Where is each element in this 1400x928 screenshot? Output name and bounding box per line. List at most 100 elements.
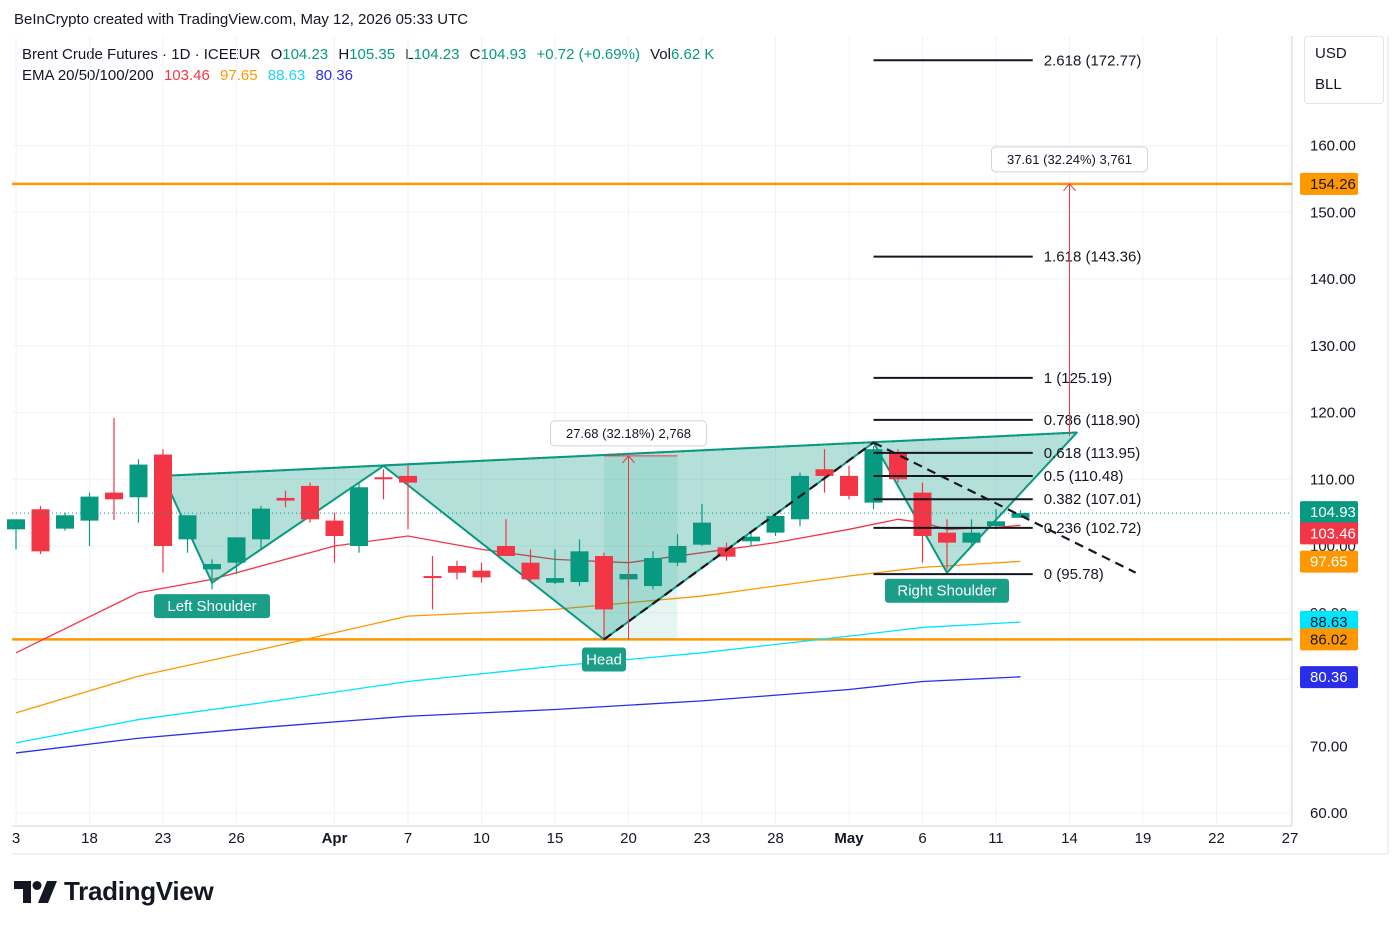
x-tick-label: 18	[81, 830, 98, 847]
close-value: 104.93	[480, 46, 527, 63]
symbol-title[interactable]: Brent Crude Futures · 1D · ICEEUR	[22, 46, 261, 63]
price-tag-label: 88.63	[1310, 614, 1348, 631]
candle-body	[80, 496, 99, 521]
unit-label[interactable]: BLL	[1315, 76, 1342, 93]
candle-body	[350, 487, 368, 546]
candle-body	[570, 551, 589, 583]
candle-body	[521, 562, 540, 580]
ema100-value: 88.63	[267, 67, 306, 84]
candle-body	[693, 522, 711, 545]
measure-arrow-head	[1063, 183, 1076, 192]
price-tag-label: 80.36	[1310, 669, 1348, 686]
price-tag-label: 97.65	[1310, 554, 1348, 571]
x-tick-label: 3	[12, 830, 20, 847]
price-tag	[1300, 550, 1358, 573]
currency-unit-selector[interactable]: USD BLL	[1304, 36, 1384, 104]
candle-body	[252, 508, 270, 540]
pattern-label: Left Shoulder	[167, 598, 256, 615]
x-tick-label: May	[834, 830, 864, 847]
pattern-label-box	[582, 647, 626, 672]
candle-body	[448, 566, 466, 573]
candle-body	[913, 492, 932, 536]
x-tick-label: 11	[988, 830, 1004, 847]
candle-body	[178, 515, 197, 540]
x-tick-label: 7	[404, 830, 412, 847]
x-tick-label: 6	[918, 830, 926, 847]
candle-body	[203, 564, 221, 570]
candle-body	[546, 578, 564, 583]
x-tick-label: 27	[1282, 830, 1299, 847]
candle-body	[399, 475, 417, 483]
fib-level-label: 1 (125.19)	[1044, 370, 1112, 387]
pattern-label-box	[885, 578, 1009, 603]
candle-body	[374, 477, 393, 480]
currency-label[interactable]: USD	[1315, 45, 1347, 62]
fib-level-label: 1.618 (143.36)	[1044, 249, 1142, 266]
chart-legend: Brent Crude Futures · 1D · ICEEUR O104.2…	[22, 44, 714, 86]
candle-body	[815, 469, 834, 476]
x-tick-label: 28	[767, 830, 784, 847]
change-value: +0.72 (+0.69%)	[536, 46, 640, 63]
fib-level-label: 2.618 (172.77)	[1044, 52, 1142, 69]
fib-level-label: 0.618 (113.95)	[1044, 445, 1140, 462]
ema-label[interactable]: EMA 20/50/100/200	[22, 67, 154, 84]
x-tick-label: 15	[547, 830, 564, 847]
candle-body	[423, 576, 442, 579]
candle-body	[31, 509, 50, 552]
candle-body	[227, 537, 246, 563]
y-tick-label: 70.00	[1310, 738, 1348, 755]
fib-level-label: 0.382 (107.01)	[1044, 491, 1142, 508]
candle-body	[791, 475, 809, 520]
candle-body	[325, 520, 344, 536]
low-value: 104.23	[413, 46, 460, 63]
x-tick-label: 19	[1135, 830, 1152, 847]
y-tick-label: 140.00	[1310, 271, 1356, 288]
high-label: H	[338, 46, 350, 63]
open-label: O	[270, 46, 283, 63]
y-tick-label: 120.00	[1310, 405, 1356, 422]
ema-line	[15, 676, 1021, 754]
dashed-trend-line	[603, 441, 875, 641]
price-tag-label: 86.02	[1310, 631, 1348, 648]
candle-body	[644, 558, 662, 587]
x-tick-label: 23	[694, 830, 711, 847]
open-value: 104.23	[282, 46, 329, 63]
price-tag	[1300, 172, 1358, 195]
x-tick-label: 22	[1208, 830, 1225, 847]
candle-body	[889, 452, 907, 480]
ema-line	[15, 560, 1021, 714]
x-tick-label: Apr	[322, 830, 348, 847]
price-tag	[1300, 628, 1358, 651]
tradingview-brand: TradingView	[14, 876, 214, 907]
ema20-value: 103.46	[163, 67, 210, 84]
candle-body	[595, 556, 613, 610]
price-tag	[1300, 610, 1358, 633]
price-chart[interactable]: 60.0070.0080.0090.00100.00110.00120.0013…	[0, 0, 1400, 870]
y-tick-label: 110.00	[1310, 471, 1355, 488]
candle-body	[7, 519, 25, 530]
y-tick-label: 60.00	[1310, 805, 1348, 822]
candle-body	[301, 485, 319, 520]
fib-level-label: 0.5 (110.48)	[1044, 468, 1124, 485]
candles	[7, 417, 1030, 640]
tradingview-logo-icon	[14, 880, 57, 903]
candle-body	[987, 521, 1005, 526]
volume-label: Vol	[650, 46, 671, 63]
pattern-label: Right Shoulder	[897, 583, 996, 600]
ohlc-row: Brent Crude Futures · 1D · ICEEUR O104.2…	[22, 44, 714, 65]
candle-body	[766, 515, 785, 533]
x-tick-label: 26	[228, 830, 245, 847]
measure-label: 37.61 (32.24%) 3,761	[1007, 152, 1132, 167]
y-tick-label: 150.00	[1310, 204, 1356, 221]
candle-body	[472, 570, 491, 578]
candle-body	[56, 515, 74, 529]
chart-credit: BeInCrypto created with TradingView.com,…	[14, 11, 469, 28]
candle-body	[497, 546, 515, 557]
price-tag	[1300, 666, 1358, 689]
volume-value: 6.62 K	[670, 46, 715, 63]
candle-body	[154, 454, 172, 546]
candle-body	[742, 536, 760, 542]
y-tick-label: 130.00	[1310, 338, 1356, 355]
y-tick-label: 160.00	[1310, 138, 1356, 155]
measure-label-box	[991, 146, 1148, 173]
